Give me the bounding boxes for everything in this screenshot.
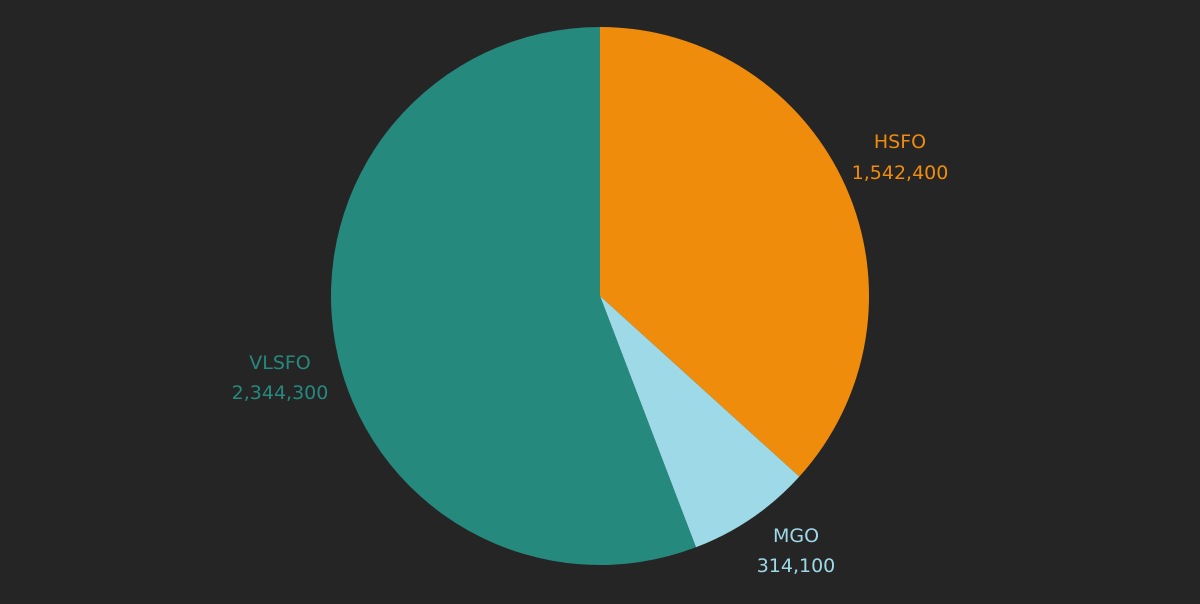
slice-label-hsfo: HSFO: [874, 131, 926, 153]
slice-value-vlsfo: 2,344,300: [232, 382, 329, 404]
pie-slice-vlsfo[interactable]: [331, 27, 696, 566]
slice-value-hsfo: 1,542,400: [852, 162, 949, 184]
slice-label-mgo: MGO: [773, 525, 819, 547]
pie-labels: HSFO 1,542,400 MGO 314,100 VLSFO 2,344,300: [232, 131, 949, 577]
pie-slices: [331, 27, 870, 566]
pie-slice-mgo[interactable]: [600, 296, 800, 548]
pie-slice-hsfo[interactable]: [600, 27, 870, 477]
slice-value-mgo: 314,100: [757, 555, 836, 577]
slice-label-vlsfo: VLSFO: [249, 352, 311, 374]
